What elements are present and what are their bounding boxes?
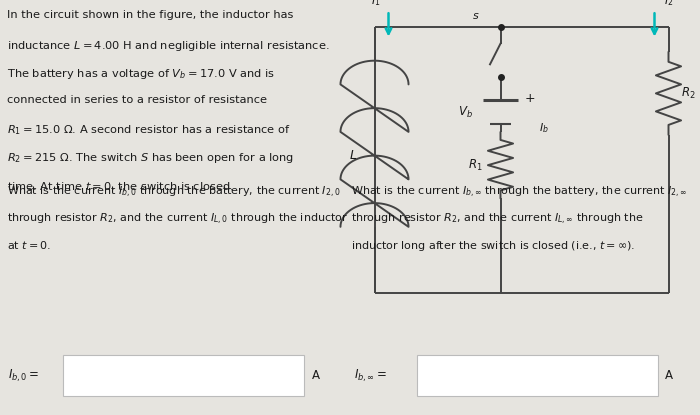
FancyBboxPatch shape bbox=[63, 355, 304, 396]
Text: $I_{b,0} =$: $I_{b,0} =$ bbox=[8, 367, 40, 384]
Text: $V_b$: $V_b$ bbox=[458, 105, 472, 120]
Text: at $t = 0$.: at $t = 0$. bbox=[7, 239, 51, 251]
Text: $R_1$: $R_1$ bbox=[468, 158, 483, 173]
Text: $I_b$: $I_b$ bbox=[539, 121, 549, 135]
FancyBboxPatch shape bbox=[416, 355, 658, 396]
Text: inductor long after the switch is closed (i.e., $t = \infty$).: inductor long after the switch is closed… bbox=[351, 239, 636, 253]
Text: $R_2$: $R_2$ bbox=[681, 86, 696, 101]
Text: $I_1$: $I_1$ bbox=[371, 0, 381, 8]
Text: $L$: $L$ bbox=[349, 149, 357, 162]
Text: What is the current $I_{b,\infty}$ through the battery, the current $I_{2,\infty: What is the current $I_{b,\infty}$ throu… bbox=[351, 185, 688, 200]
Text: time. At time $t = 0$, the switch is closed.: time. At time $t = 0$, the switch is clo… bbox=[7, 180, 234, 193]
Text: A: A bbox=[665, 369, 673, 382]
Text: $I_2$: $I_2$ bbox=[664, 0, 673, 8]
Text: through resistor $R_2$, and the current $I_{L,\infty}$ through the: through resistor $R_2$, and the current … bbox=[351, 212, 644, 227]
Text: connected in series to a resistor of resistance: connected in series to a resistor of res… bbox=[7, 95, 267, 105]
Text: A: A bbox=[312, 369, 319, 382]
Text: What is the current $I_{b,0}$ through the battery, the current $I_{2,0}$: What is the current $I_{b,0}$ through th… bbox=[7, 185, 341, 200]
Text: In the circuit shown in the figure, the inductor has: In the circuit shown in the figure, the … bbox=[7, 10, 293, 20]
Text: +: + bbox=[525, 92, 536, 105]
Text: $R_1 = 15.0$ Ω. A second resistor has a resistance of: $R_1 = 15.0$ Ω. A second resistor has a … bbox=[7, 123, 290, 137]
Text: $s$: $s$ bbox=[473, 11, 480, 21]
Text: $R_2 = 215$ Ω. The switch $S$ has been open for a long: $R_2 = 215$ Ω. The switch $S$ has been o… bbox=[7, 151, 294, 166]
Text: through resistor $R_2$, and the current $I_{L,0}$ through the inductor: through resistor $R_2$, and the current … bbox=[7, 212, 348, 227]
Text: inductance $L = 4.00$ H and negligible internal resistance.: inductance $L = 4.00$ H and negligible i… bbox=[7, 39, 330, 53]
Text: $I_{b,\infty} =$: $I_{b,\infty} =$ bbox=[354, 367, 386, 384]
Text: The battery has a voltage of $V_b = 17.0$ V and is: The battery has a voltage of $V_b = 17.0… bbox=[7, 67, 275, 81]
